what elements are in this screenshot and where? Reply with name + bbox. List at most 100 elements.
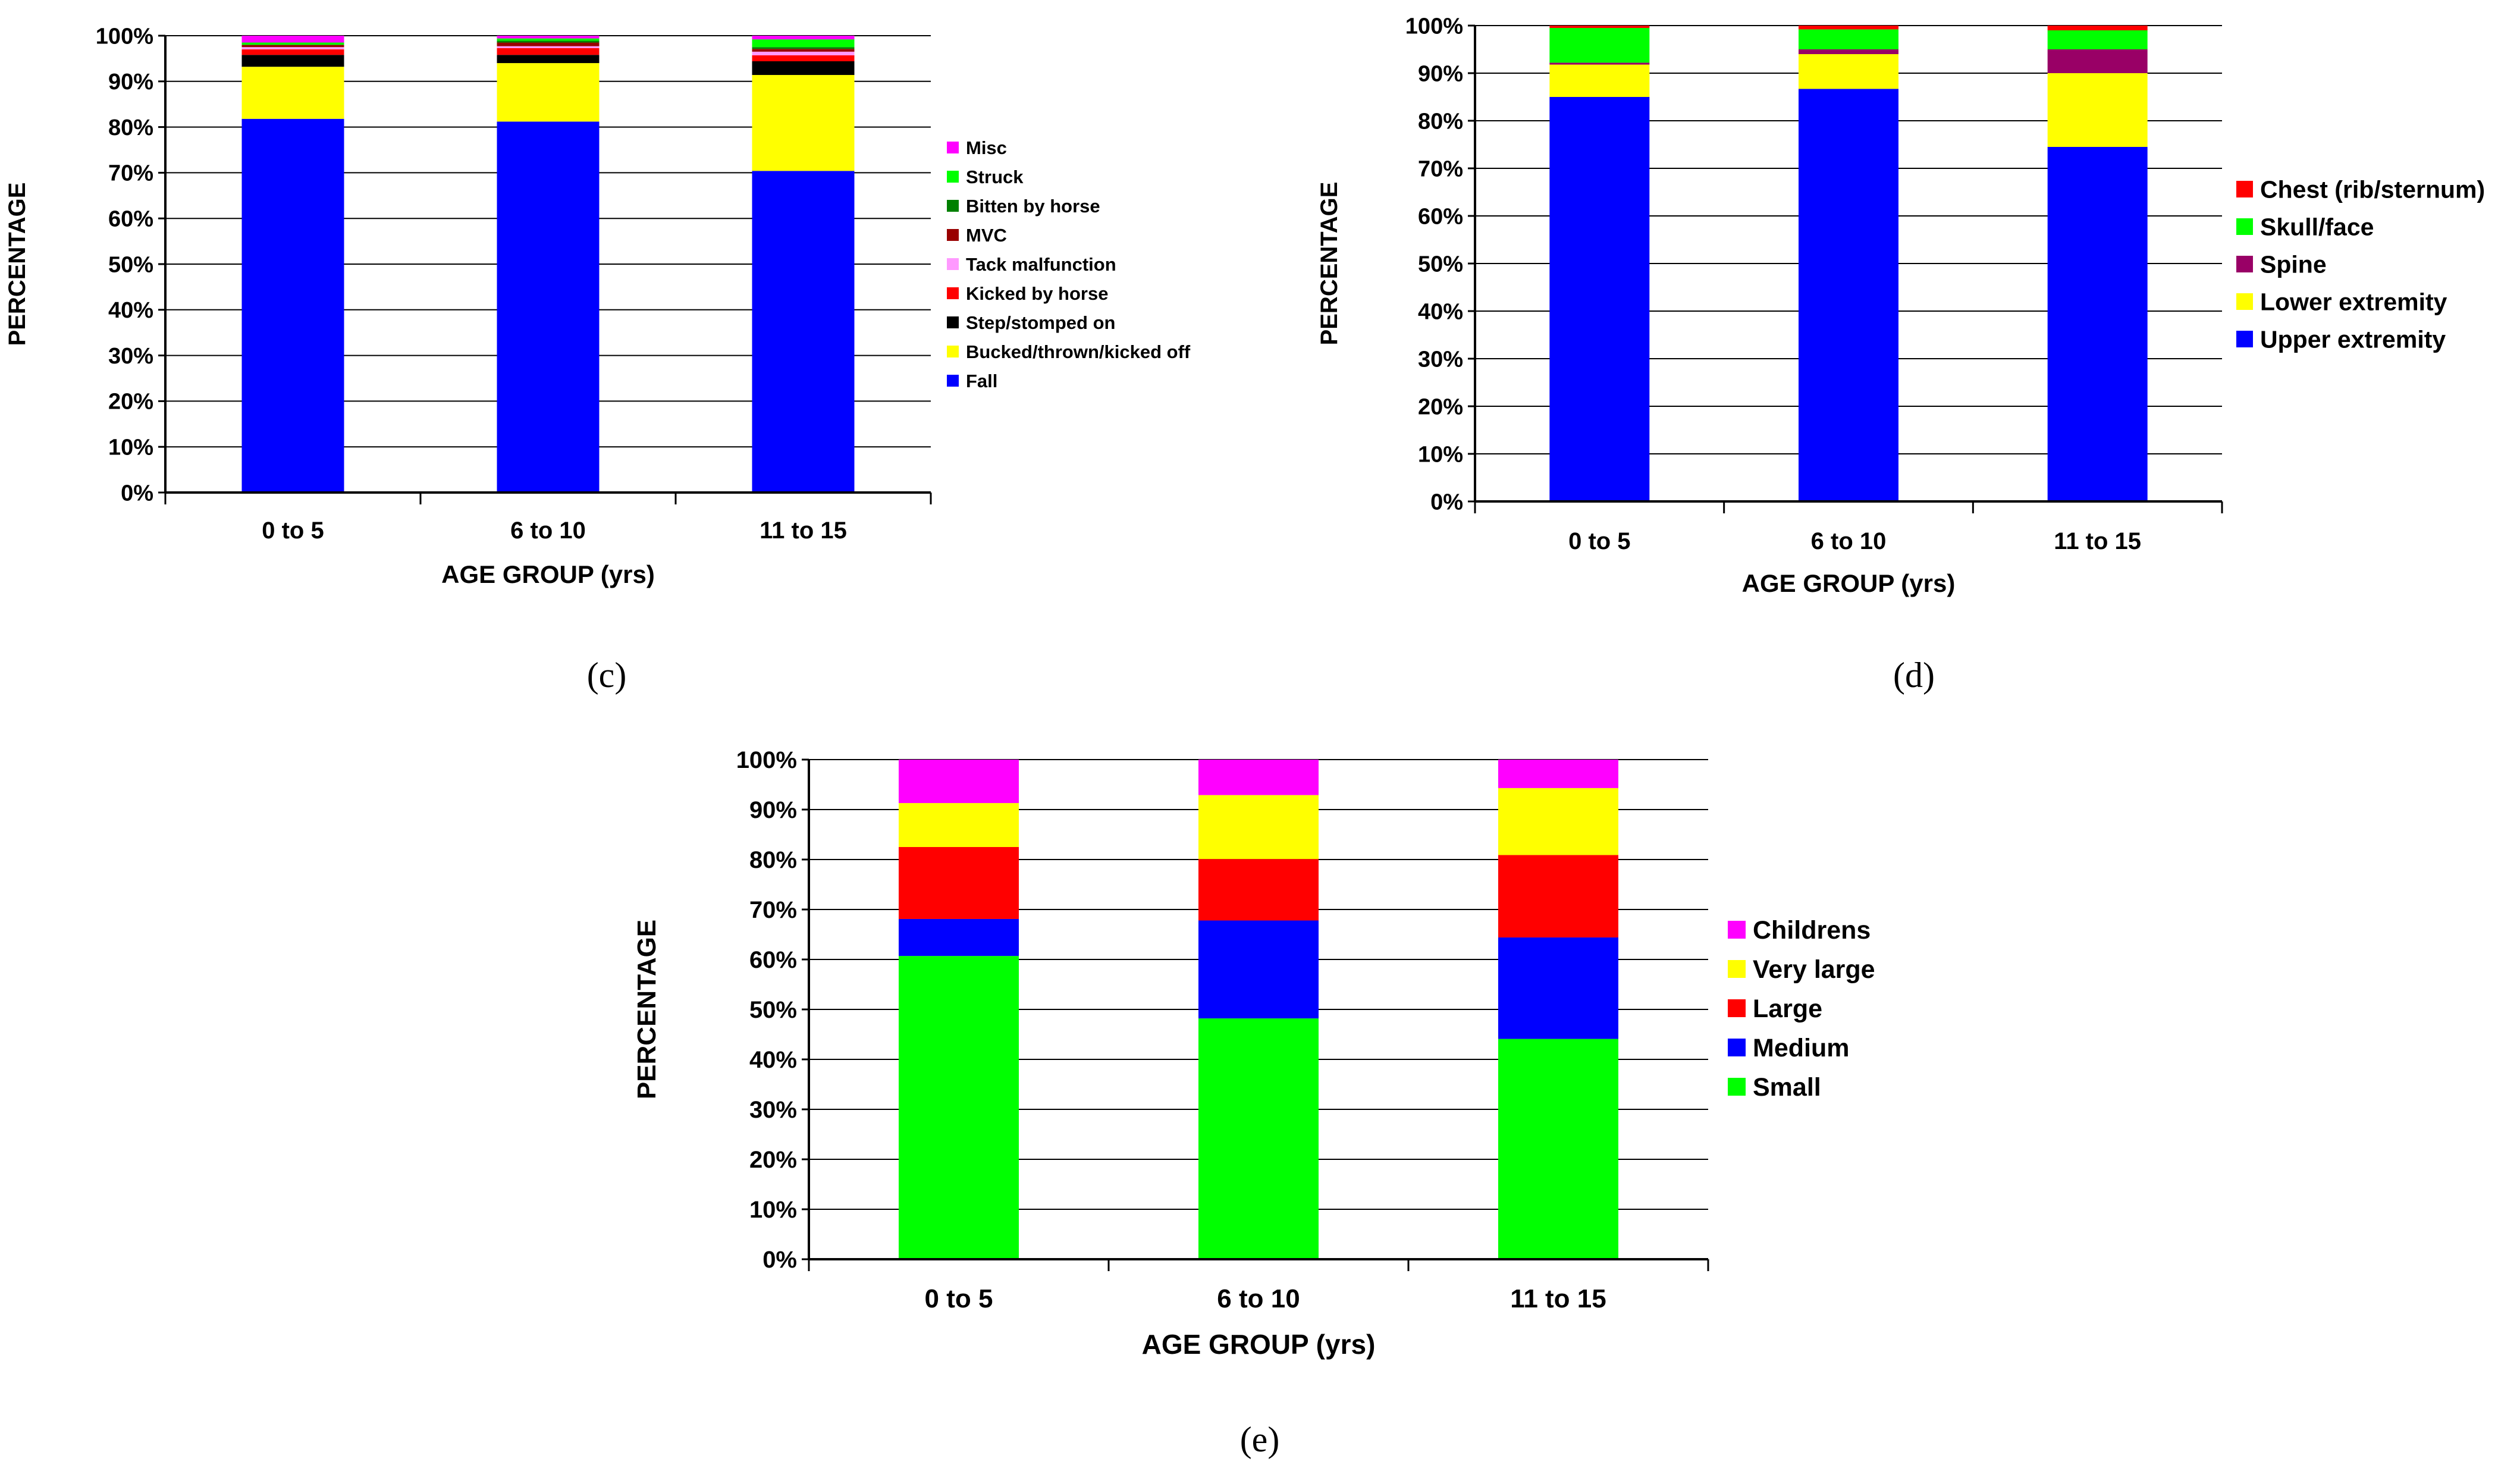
legend-swatch — [1728, 960, 1746, 978]
legend-swatch — [1728, 921, 1746, 939]
y-tick-label: 90% — [749, 797, 797, 823]
chart-panel-e: 0% 10% 20% 30% 40% 50% 60% 70% 80% 90% 100% 0 to 5 6… — [632, 747, 1875, 1360]
bar-segment — [241, 118, 344, 493]
bar-segment — [497, 36, 600, 39]
y-tick-label: 70% — [108, 161, 153, 186]
bar-segment — [1498, 1039, 1618, 1259]
bar-segment — [899, 956, 1019, 1259]
legend-swatch — [1728, 999, 1746, 1017]
y-tick-label: 20% — [749, 1147, 797, 1173]
y-tick-label: 70% — [749, 897, 797, 923]
y-tick-label: 20% — [1418, 394, 1463, 419]
y-tick-label: 10% — [108, 435, 153, 460]
bar-segment — [241, 47, 344, 50]
legend-swatch — [2236, 256, 2253, 272]
legend-label: Medium — [1753, 1034, 1849, 1062]
legend-swatch — [947, 346, 959, 357]
bar-segment — [2047, 30, 2148, 49]
x-tick-label: 6 to 10 — [1217, 1284, 1300, 1313]
bar-segment — [1198, 859, 1319, 921]
legend-swatch — [947, 171, 959, 183]
legend-label: Bucked/thrown/kicked off — [966, 341, 1191, 362]
chart-panel-d: 0% 10% 20% 30% 40% 50% 60% 70% 80% 90% 100% 0 to 5 6… — [1316, 14, 2485, 597]
legend-swatch — [1728, 1039, 1746, 1056]
y-tick-label: 100% — [736, 747, 797, 773]
bar-segment — [497, 48, 600, 55]
legend-swatch — [947, 375, 959, 387]
bar-segment — [1799, 49, 1898, 54]
bar-segment — [1198, 795, 1319, 860]
legend-label: Lower extremity — [2260, 288, 2447, 315]
y-tick-label: 50% — [1418, 252, 1463, 277]
bar-segment — [2047, 49, 2148, 73]
bar-segment — [241, 42, 344, 45]
legend-label: Misc — [966, 137, 1007, 158]
y-tick-label: 70% — [1418, 156, 1463, 181]
y-tick-label: 30% — [1418, 347, 1463, 372]
bar-segment — [241, 45, 344, 48]
y-tick-label: 10% — [749, 1197, 797, 1223]
legend-label: Fall — [966, 371, 997, 391]
bar-segment — [1498, 788, 1618, 855]
legend-swatch — [947, 316, 959, 328]
bar-segment — [1198, 1018, 1319, 1259]
bar-segment — [1198, 920, 1319, 1019]
bar-segment — [241, 67, 344, 119]
x-tick-label: 0 to 5 — [262, 517, 324, 544]
y-tick-label: 90% — [108, 70, 153, 95]
y-tick-label: 0% — [762, 1247, 797, 1273]
y-tick-label: 100% — [96, 24, 153, 49]
legend-swatch — [2236, 293, 2253, 310]
bar-segment — [497, 46, 600, 48]
y-tick-label: 10% — [1418, 442, 1463, 467]
bar-segment — [497, 55, 600, 64]
y-tick-label: 50% — [108, 252, 153, 277]
x-tick-label: 0 to 5 — [925, 1284, 993, 1313]
legend-label: Upper extremity — [2260, 325, 2446, 353]
legend-swatch — [947, 200, 959, 212]
y-axis-title: PERCENTAGE — [4, 183, 30, 346]
y-tick-label: 40% — [1418, 299, 1463, 324]
bar-segment — [752, 36, 855, 40]
legend-swatch — [947, 258, 959, 270]
legend-label: Very large — [1753, 955, 1875, 984]
x-axis-title: AGE GROUP (yrs) — [1142, 1329, 1376, 1360]
bar-segment — [752, 39, 855, 48]
legend-label: Step/stomped on — [966, 312, 1115, 333]
y-tick-label: 60% — [108, 207, 153, 232]
legend-label: MVC — [966, 225, 1007, 246]
bar-segment — [2047, 147, 2148, 501]
x-axis-title: AGE GROUP (yrs) — [1742, 569, 1956, 597]
x-tick-label: 6 to 10 — [510, 517, 586, 544]
x-tick-label: 11 to 15 — [1510, 1284, 1606, 1313]
legend-swatch — [2236, 181, 2253, 197]
bar-segment — [1198, 760, 1319, 795]
y-tick-label: 60% — [1418, 204, 1463, 229]
bar-segment — [752, 51, 855, 56]
panel-label-d: (d) — [1893, 655, 1935, 695]
legend-label: Large — [1753, 995, 1822, 1023]
bar-segment — [1799, 29, 1898, 49]
y-tick-label: 20% — [108, 390, 153, 415]
y-tick-label: 60% — [749, 947, 797, 973]
legend-label: Bitten by horse — [966, 196, 1100, 217]
y-tick-label: 100% — [1405, 14, 1463, 39]
bar-segment — [899, 847, 1019, 919]
bar-segment — [899, 760, 1019, 804]
x-tick-label: 6 to 10 — [1811, 528, 1887, 554]
bar-segment — [497, 38, 600, 41]
bar-segment — [899, 803, 1019, 847]
legend-swatch — [2236, 218, 2253, 235]
bar-segment — [497, 121, 600, 493]
panel-label-c: (c) — [587, 655, 627, 695]
bar-segment — [241, 55, 344, 67]
y-tick-label: 40% — [749, 1047, 797, 1073]
bar-segment — [1549, 97, 1650, 501]
y-tick-label: 50% — [749, 997, 797, 1023]
y-tick-label: 30% — [108, 344, 153, 369]
y-tick-label: 0% — [1430, 490, 1463, 515]
legend-label: Small — [1753, 1073, 1821, 1102]
bar-segment — [752, 75, 855, 171]
legend-swatch — [2236, 331, 2253, 347]
